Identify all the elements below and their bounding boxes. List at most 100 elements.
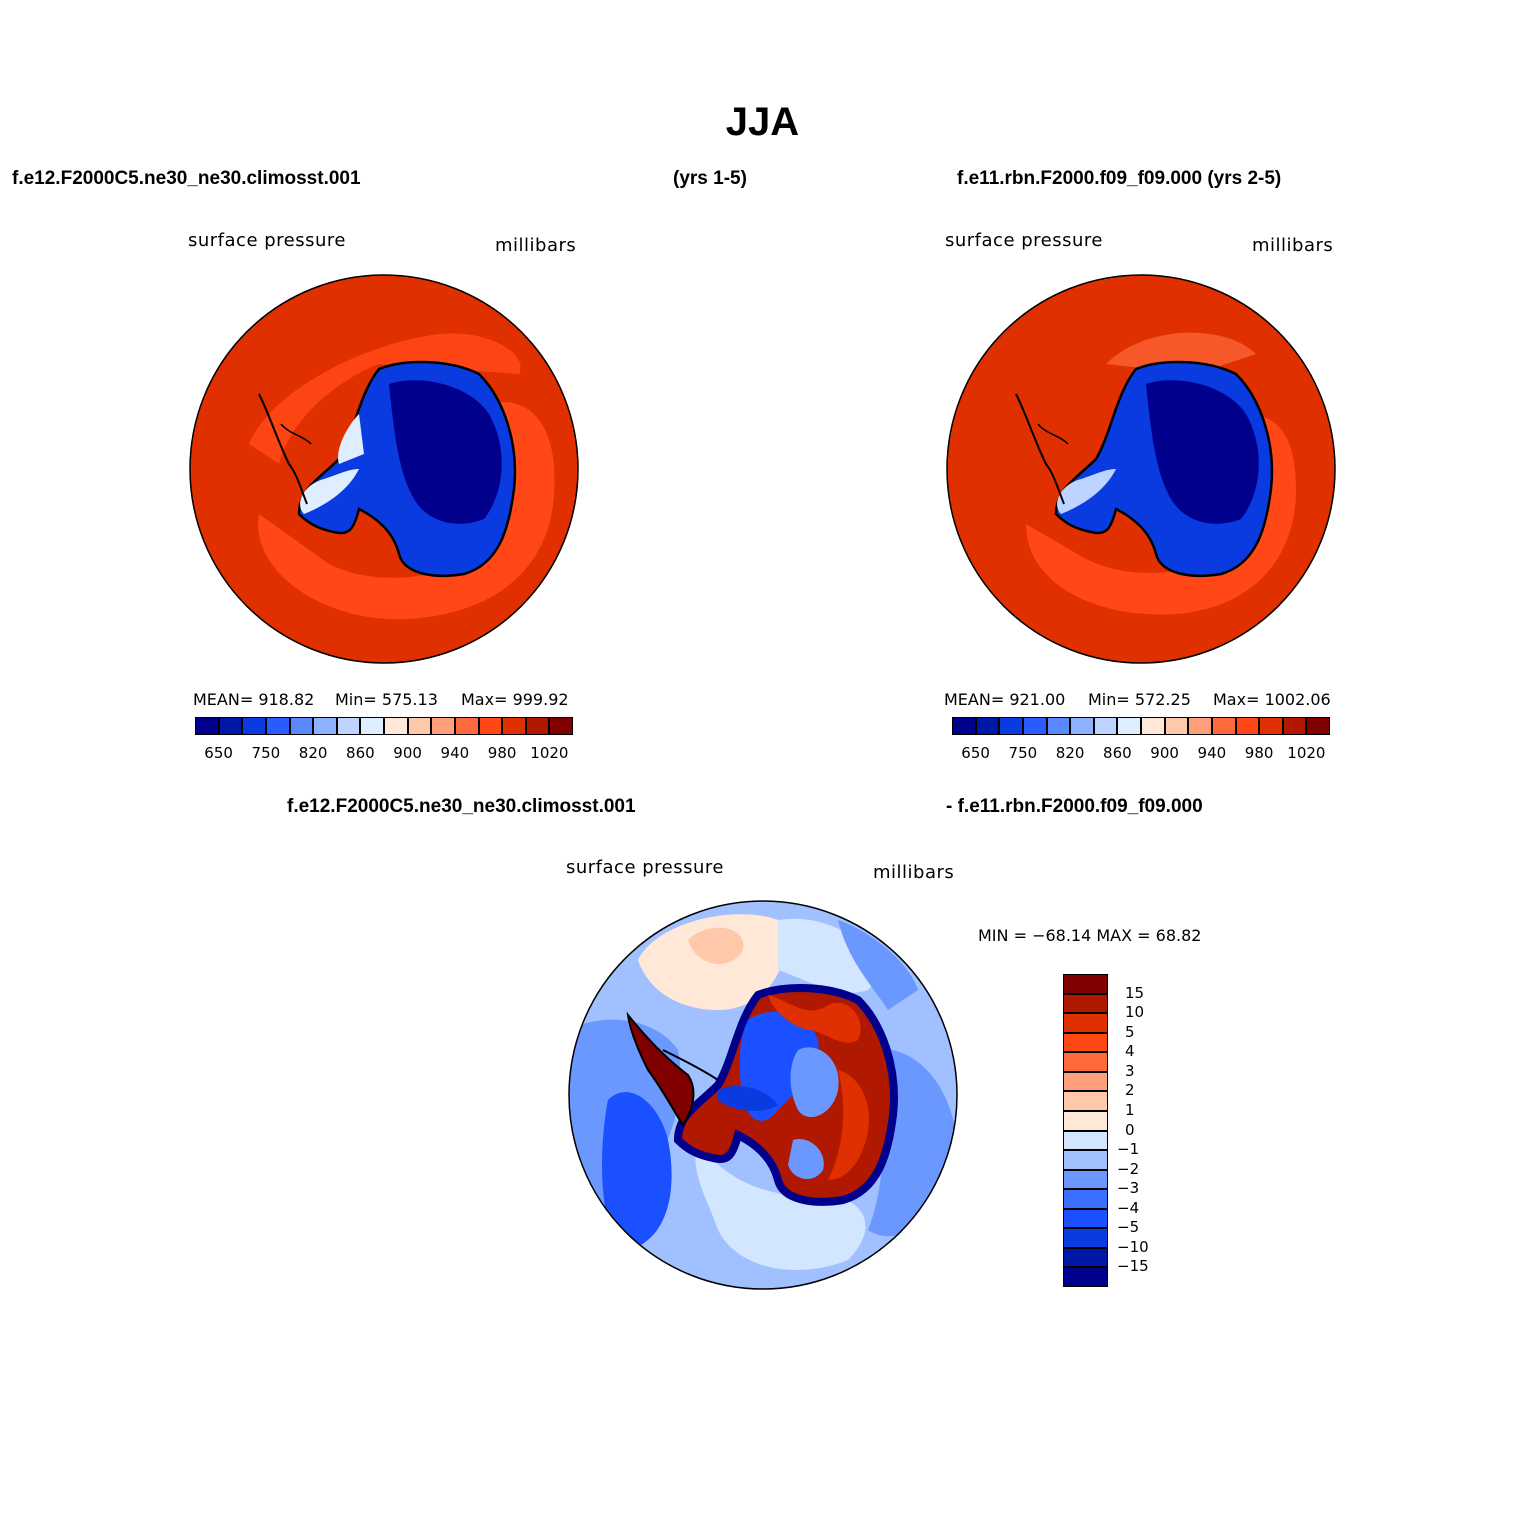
map-panel-diff bbox=[568, 900, 958, 1290]
panel1-variable-label: surface pressure bbox=[188, 230, 346, 251]
colorbar-swatch bbox=[1063, 1228, 1108, 1248]
colorbar-swatch bbox=[1063, 1110, 1108, 1131]
colorbar-swatch bbox=[1063, 993, 1108, 1014]
colorbar-swatch bbox=[407, 717, 432, 735]
colorbar-swatch bbox=[265, 717, 290, 735]
colorbar-tick-label: 10 bbox=[1125, 1003, 1145, 1022]
panel2-max: Max= 1002.06 bbox=[1213, 690, 1331, 709]
colorbar-swatch bbox=[1063, 974, 1108, 994]
colorbar-tick-label: 750 bbox=[1008, 744, 1038, 762]
colorbar-swatch bbox=[1117, 717, 1141, 735]
colorbar-tick-label: 4 bbox=[1125, 1042, 1135, 1061]
colorbar-swatch bbox=[454, 717, 479, 735]
panel2-variable-label: surface pressure bbox=[945, 230, 1103, 251]
diff-minmax: MIN = −68.14 MAX = 68.82 bbox=[978, 926, 1202, 945]
colorbar-diff bbox=[1063, 974, 1108, 1287]
colorbar-swatch bbox=[1063, 1130, 1108, 1151]
colorbar-tick-label: 3 bbox=[1125, 1061, 1135, 1080]
colorbar-swatch bbox=[1093, 717, 1118, 735]
colorbar-tick-label: −15 bbox=[1117, 1257, 1149, 1276]
colorbar-swatch bbox=[1063, 1150, 1108, 1170]
colorbar-swatch bbox=[1063, 1267, 1108, 1287]
case1-title: f.e12.F2000C5.ne30_ne30.climosst.001 bbox=[12, 168, 361, 189]
colorbar-panel-1 bbox=[195, 717, 573, 737]
colorbar-tick-label: 1 bbox=[1125, 1100, 1135, 1119]
colorbar-swatch bbox=[1164, 717, 1189, 735]
diff-units-label: millibars bbox=[873, 862, 955, 883]
colorbar-panel-1-ticks: 650 750 820 860 900 940 980 1020 bbox=[195, 744, 573, 764]
map-panel-1 bbox=[189, 274, 579, 664]
colorbar-tick-label: −4 bbox=[1117, 1198, 1140, 1217]
map-panel-2 bbox=[946, 274, 1336, 664]
colorbar-tick-label: 0 bbox=[1125, 1120, 1135, 1139]
colorbar-swatch bbox=[195, 717, 219, 735]
panel2-mean: MEAN= 921.00 bbox=[944, 690, 1066, 709]
colorbar-tick-label: 940 bbox=[440, 744, 470, 762]
diff-case-left: f.e12.F2000C5.ne30_ne30.climosst.001 bbox=[287, 796, 636, 817]
case2-title: f.e11.rbn.F2000.f09_f09.000 (yrs 2-5) bbox=[957, 168, 1282, 189]
colorbar-tick-label: 900 bbox=[393, 744, 422, 762]
colorbar-swatch bbox=[999, 717, 1023, 735]
colorbar-swatch bbox=[1022, 717, 1047, 735]
colorbar-swatch bbox=[1063, 1189, 1108, 1209]
colorbar-tick-label: −2 bbox=[1117, 1159, 1140, 1178]
diff-variable-label: surface pressure bbox=[566, 857, 724, 878]
colorbar-swatch bbox=[1063, 1247, 1108, 1268]
colorbar-swatch bbox=[502, 717, 526, 735]
colorbar-tick-label: −10 bbox=[1117, 1237, 1149, 1256]
diff-case-right: - f.e11.rbn.F2000.f09_f09.000 bbox=[946, 796, 1203, 817]
colorbar-panel-2 bbox=[952, 717, 1330, 737]
colorbar-swatch bbox=[218, 717, 243, 735]
colorbar-swatch bbox=[1259, 717, 1283, 735]
colorbar-tick-label: 650 bbox=[961, 744, 990, 762]
colorbar-swatch bbox=[525, 717, 550, 735]
colorbar-swatch bbox=[1046, 717, 1071, 735]
colorbar-diff-ticks: 15 10 5 4 3 2 1 0 −1 −2 −3 −4 −5 −10 −15 bbox=[1117, 974, 1177, 1287]
colorbar-swatch bbox=[384, 717, 408, 735]
colorbar-swatch bbox=[549, 717, 573, 735]
colorbar-tick-label: −1 bbox=[1117, 1140, 1140, 1159]
colorbar-tick-label: 15 bbox=[1125, 983, 1145, 1002]
colorbar-swatch bbox=[1306, 717, 1330, 735]
colorbar-tick-label: 940 bbox=[1197, 744, 1227, 762]
colorbar-swatch bbox=[1235, 717, 1260, 735]
colorbar-swatch bbox=[952, 717, 976, 735]
colorbar-tick-label: 820 bbox=[298, 744, 328, 762]
panel1-units-label: millibars bbox=[495, 235, 577, 256]
colorbar-swatch bbox=[1070, 717, 1094, 735]
colorbar-tick-label: 980 bbox=[1244, 744, 1274, 762]
case1-years: (yrs 1-5) bbox=[673, 168, 747, 189]
colorbar-swatch bbox=[1188, 717, 1212, 735]
colorbar-swatch bbox=[1063, 1071, 1108, 1092]
colorbar-tick-label: −3 bbox=[1117, 1179, 1140, 1198]
panel1-max: Max= 999.92 bbox=[461, 690, 569, 709]
colorbar-swatch bbox=[289, 717, 314, 735]
colorbar-swatch bbox=[431, 717, 455, 735]
colorbar-swatch bbox=[242, 717, 266, 735]
colorbar-swatch bbox=[1063, 1091, 1108, 1111]
panel2-min: Min= 572.25 bbox=[1088, 690, 1191, 709]
colorbar-tick-label: 900 bbox=[1150, 744, 1179, 762]
colorbar-tick-label: 820 bbox=[1055, 744, 1085, 762]
colorbar-swatch bbox=[313, 717, 337, 735]
colorbar-swatch bbox=[1141, 717, 1165, 735]
colorbar-swatch bbox=[1282, 717, 1307, 735]
panel1-mean: MEAN= 918.82 bbox=[193, 690, 315, 709]
colorbar-tick-label: 750 bbox=[251, 744, 281, 762]
colorbar-tick-label: 860 bbox=[346, 744, 375, 762]
colorbar-swatch bbox=[1063, 1013, 1108, 1033]
colorbar-tick-label: −5 bbox=[1117, 1218, 1140, 1237]
colorbar-tick-label: 1020 bbox=[530, 744, 569, 762]
colorbar-swatch bbox=[1063, 1052, 1108, 1072]
panel2-units-label: millibars bbox=[1252, 235, 1334, 256]
colorbar-swatch bbox=[1211, 717, 1236, 735]
colorbar-panel-2-ticks: 650 750 820 860 900 940 980 1020 bbox=[952, 744, 1330, 764]
colorbar-swatch bbox=[360, 717, 384, 735]
colorbar-tick-label: 5 bbox=[1125, 1022, 1135, 1041]
colorbar-swatch bbox=[1063, 1169, 1108, 1190]
colorbar-tick-label: 1020 bbox=[1287, 744, 1326, 762]
colorbar-swatch bbox=[1063, 1208, 1108, 1229]
colorbar-swatch bbox=[975, 717, 1000, 735]
colorbar-swatch bbox=[478, 717, 503, 735]
page-title: JJA bbox=[725, 100, 800, 144]
